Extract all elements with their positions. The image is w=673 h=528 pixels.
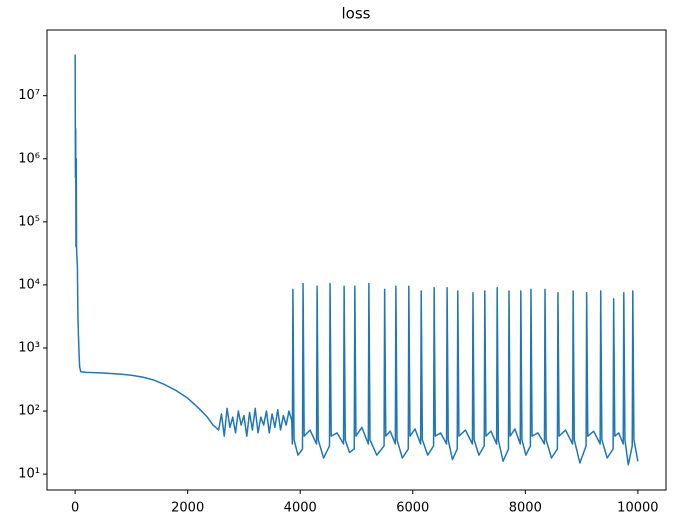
y-tick-label: 10⁶ — [18, 151, 40, 166]
chart-title: loss — [342, 5, 371, 23]
y-tick-label: 10⁴ — [18, 277, 40, 292]
x-tick-label: 2000 — [171, 501, 204, 516]
loss-line — [74, 54, 639, 466]
y-tick-label: 10⁷ — [18, 88, 40, 103]
x-tick-label: 8000 — [509, 501, 542, 516]
x-tick-label: 6000 — [396, 501, 429, 516]
y-tick-label: 10¹ — [18, 467, 40, 482]
y-tick-label: 10⁵ — [18, 214, 40, 229]
x-tick-label: 4000 — [284, 501, 317, 516]
x-tick-label: 0 — [71, 501, 79, 516]
y-tick-label: 10³ — [18, 340, 40, 355]
plot-frame — [46, 29, 667, 491]
x-tick-label: 10000 — [617, 501, 658, 516]
y-tick-label: 10² — [18, 404, 40, 419]
